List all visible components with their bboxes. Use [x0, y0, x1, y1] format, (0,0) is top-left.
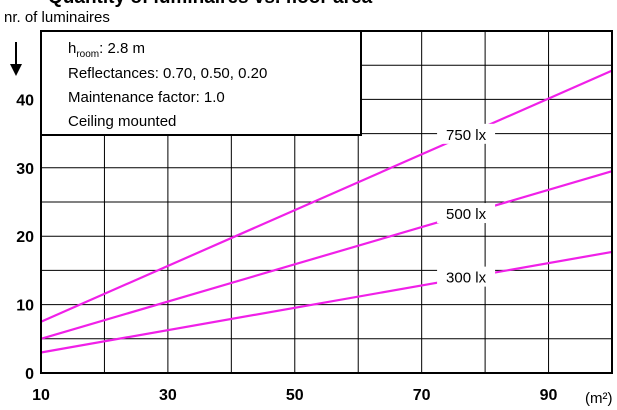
x-tick-label: 30: [159, 387, 177, 404]
reflectances-text: Reflectances: 0.70, 0.50, 0.20: [68, 65, 267, 82]
x-axis-unit: (m²): [585, 390, 612, 407]
series-label-300-lx: 300 lx: [446, 270, 487, 287]
y-axis-arrow-icon: [10, 42, 22, 76]
room-height-subscript: room: [76, 49, 99, 60]
y-tick-label: 40: [16, 92, 34, 109]
y-tick-label: 0: [25, 366, 34, 383]
x-tick-label: 50: [286, 387, 304, 404]
maintenance-factor-text: Maintenance factor: 1.0: [68, 89, 225, 106]
y-tick-label: 30: [16, 161, 34, 178]
mounting-text: Ceiling mounted: [68, 113, 176, 130]
x-tick-label: 70: [413, 387, 431, 404]
y-tick-label: 20: [16, 229, 34, 246]
series-label-750-lx: 750 lx: [446, 127, 487, 144]
series-line-300-lx: [41, 252, 612, 353]
x-tick-label: 90: [540, 387, 558, 404]
chart-title: Quantity of luminaires vs. floor area: [48, 0, 373, 8]
y-axis-label: nr. of luminaires: [4, 9, 110, 26]
info-box: hroom: 2.8 m Reflectances: 0.70, 0.50, 0…: [41, 31, 361, 135]
series-label-500-lx: 500 lx: [446, 206, 487, 223]
room-height-value: : 2.8 m: [99, 40, 145, 57]
room-height-prefix: h: [68, 40, 76, 57]
x-tick-label: 10: [32, 387, 50, 404]
y-tick-label: 10: [16, 298, 34, 315]
